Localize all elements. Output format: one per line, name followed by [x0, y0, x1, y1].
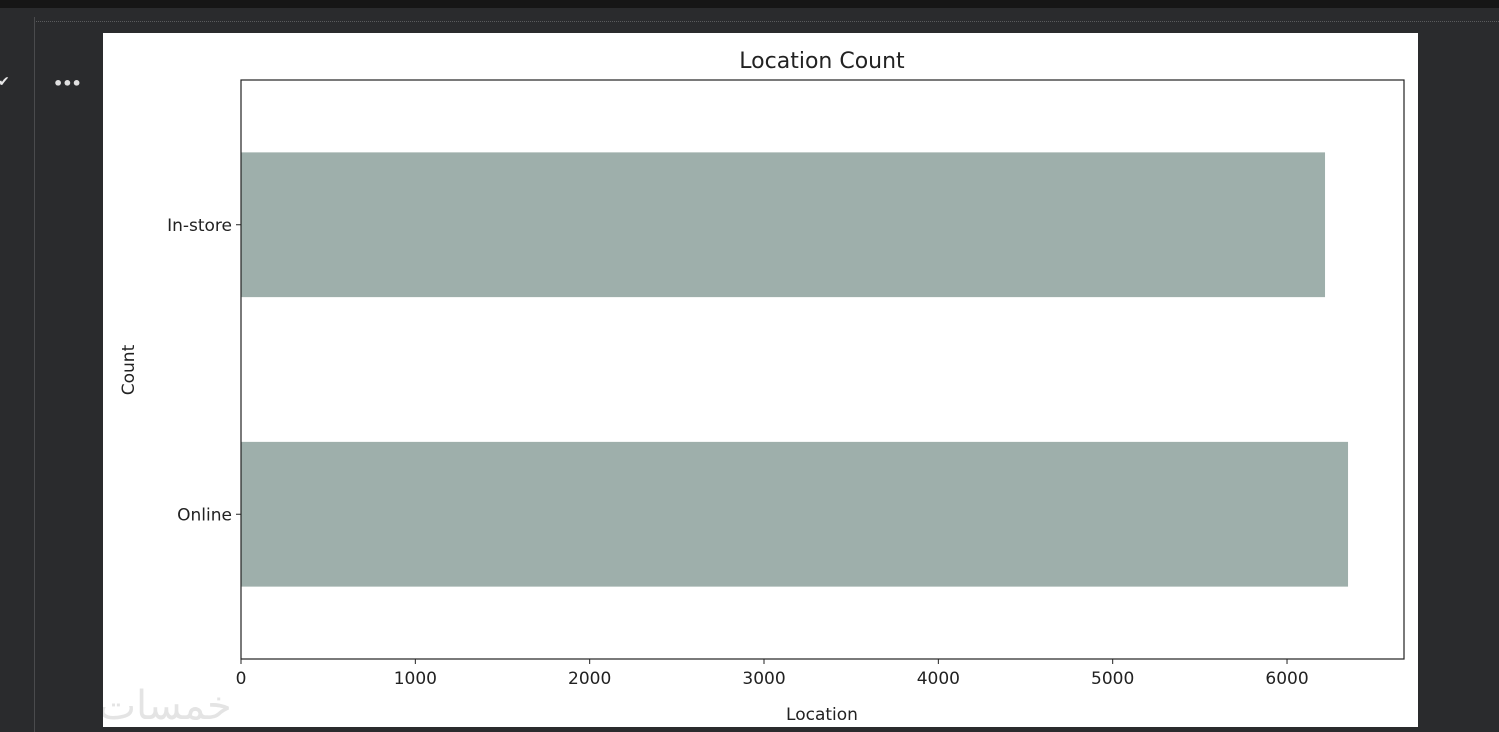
bar-chart: Location Count خمسات In-store Online 0 1000… — [98, 49, 1405, 729]
x-tick-label: 5000 — [1091, 669, 1134, 689]
bar-in-store — [241, 152, 1326, 298]
chart-figure: Location Count خمسات In-store Online 0 1000… — [98, 33, 1418, 729]
x-tick-label: 1000 — [394, 669, 437, 689]
y-tick-label: In-store — [167, 216, 232, 236]
y-tick-label: Online — [177, 505, 232, 525]
y-axis-label: Count — [119, 344, 139, 395]
top-bar — [0, 0, 1499, 8]
plot-frame — [240, 79, 1405, 660]
x-tick-label: 4000 — [917, 669, 960, 689]
cell-separator — [36, 21, 1499, 22]
chart-title: Location Count — [739, 49, 905, 74]
watermark-logo: خمسات — [103, 683, 232, 727]
x-tick-label: 2000 — [568, 669, 611, 689]
x-tick-label: 0 — [236, 669, 247, 689]
x-tick-label: 6000 — [1265, 669, 1308, 689]
x-axis-label: Location — [786, 705, 858, 725]
check-icon: ✔ — [0, 74, 10, 90]
cell-divider — [34, 17, 35, 732]
bar-online — [241, 441, 1349, 587]
x-tick-label: 3000 — [742, 669, 785, 689]
ellipsis-icon[interactable]: ••• — [53, 74, 82, 93]
